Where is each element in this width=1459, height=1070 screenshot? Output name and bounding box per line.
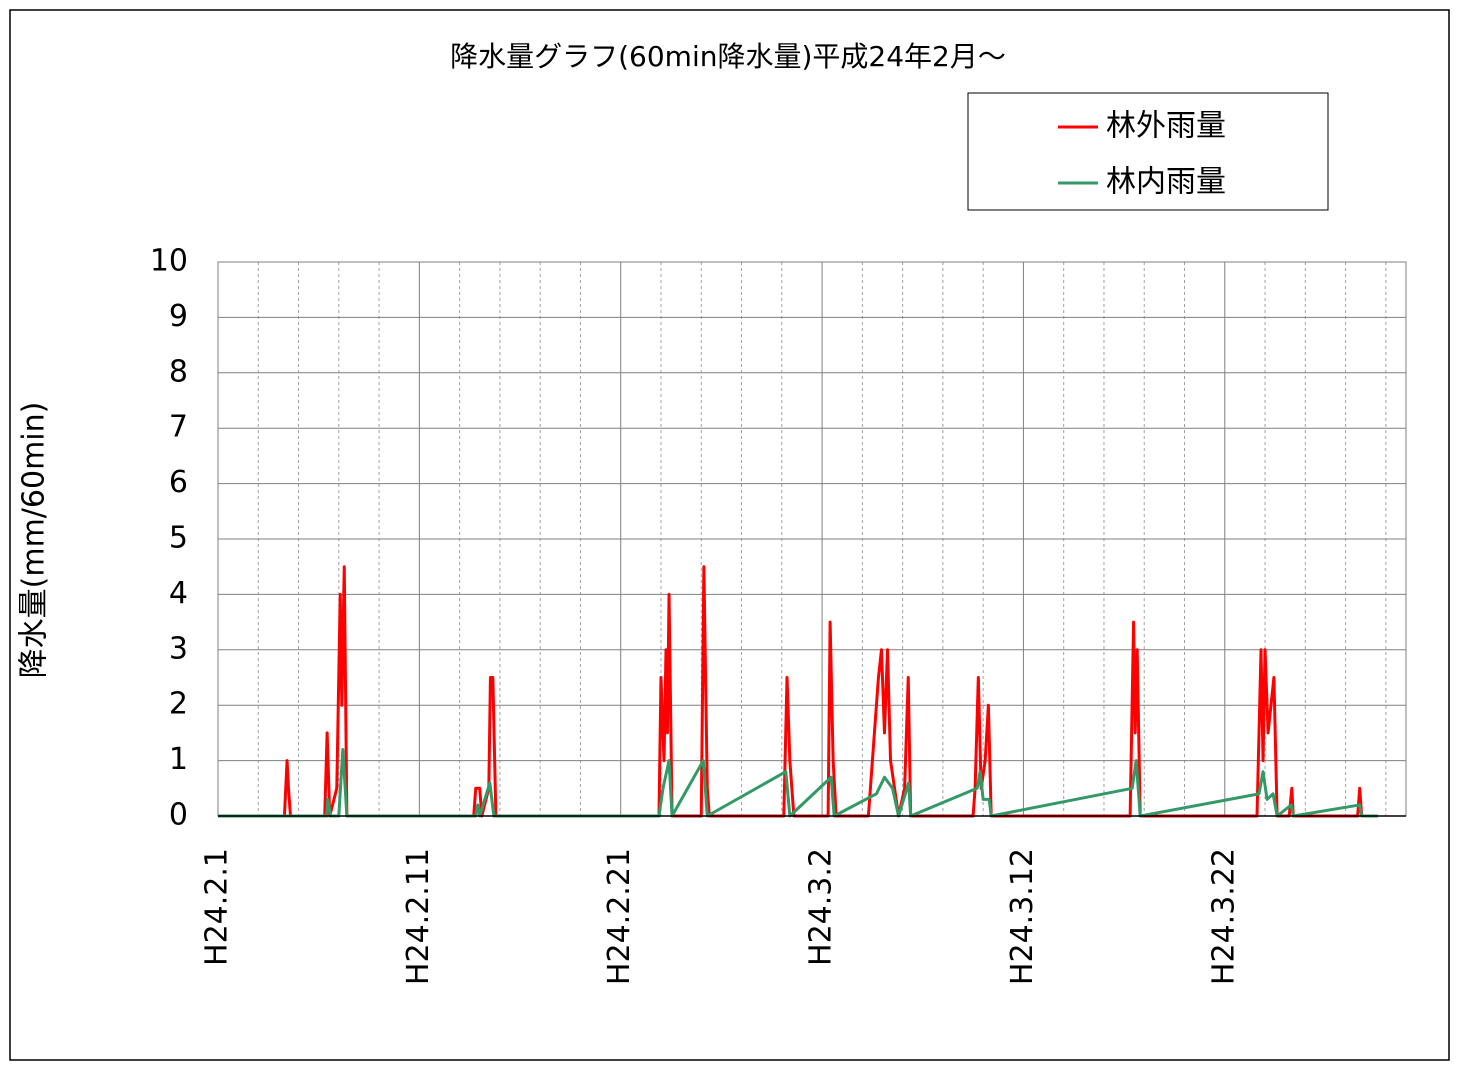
- legend-label: 林内雨量: [1106, 165, 1226, 200]
- y-tick-label: 8: [169, 354, 188, 389]
- y-tick-label: 1: [169, 742, 188, 777]
- x-tick-label: H24.3.12: [1005, 848, 1040, 985]
- y-tick-label: 4: [169, 576, 188, 611]
- y-tick-label: 7: [169, 410, 188, 445]
- legend-label: 林外雨量: [1106, 109, 1226, 144]
- y-tick-label: 6: [169, 465, 188, 500]
- x-tick-label: H24.2.21: [602, 848, 637, 985]
- y-axis-label: 降水量(mm/60min): [17, 402, 52, 679]
- y-tick-label: 0: [169, 798, 188, 833]
- x-tick-label: H24.2.1: [200, 848, 235, 966]
- y-tick-label: 9: [169, 299, 188, 334]
- y-tick-label: 10: [150, 244, 188, 279]
- y-tick-label: 3: [169, 631, 188, 666]
- x-tick-label: H24.3.2: [804, 848, 839, 966]
- legend-box: [967, 92, 1329, 211]
- series-line: [218, 748, 1378, 818]
- chart-title: 降水量グラフ(60min降水量)平成24年2月～: [450, 40, 1006, 73]
- y-tick-label: 5: [169, 521, 188, 556]
- y-tick-label: 2: [169, 687, 188, 722]
- x-tick-label: H24.3.22: [1206, 848, 1241, 985]
- x-tick-label: H24.2.11: [401, 848, 436, 985]
